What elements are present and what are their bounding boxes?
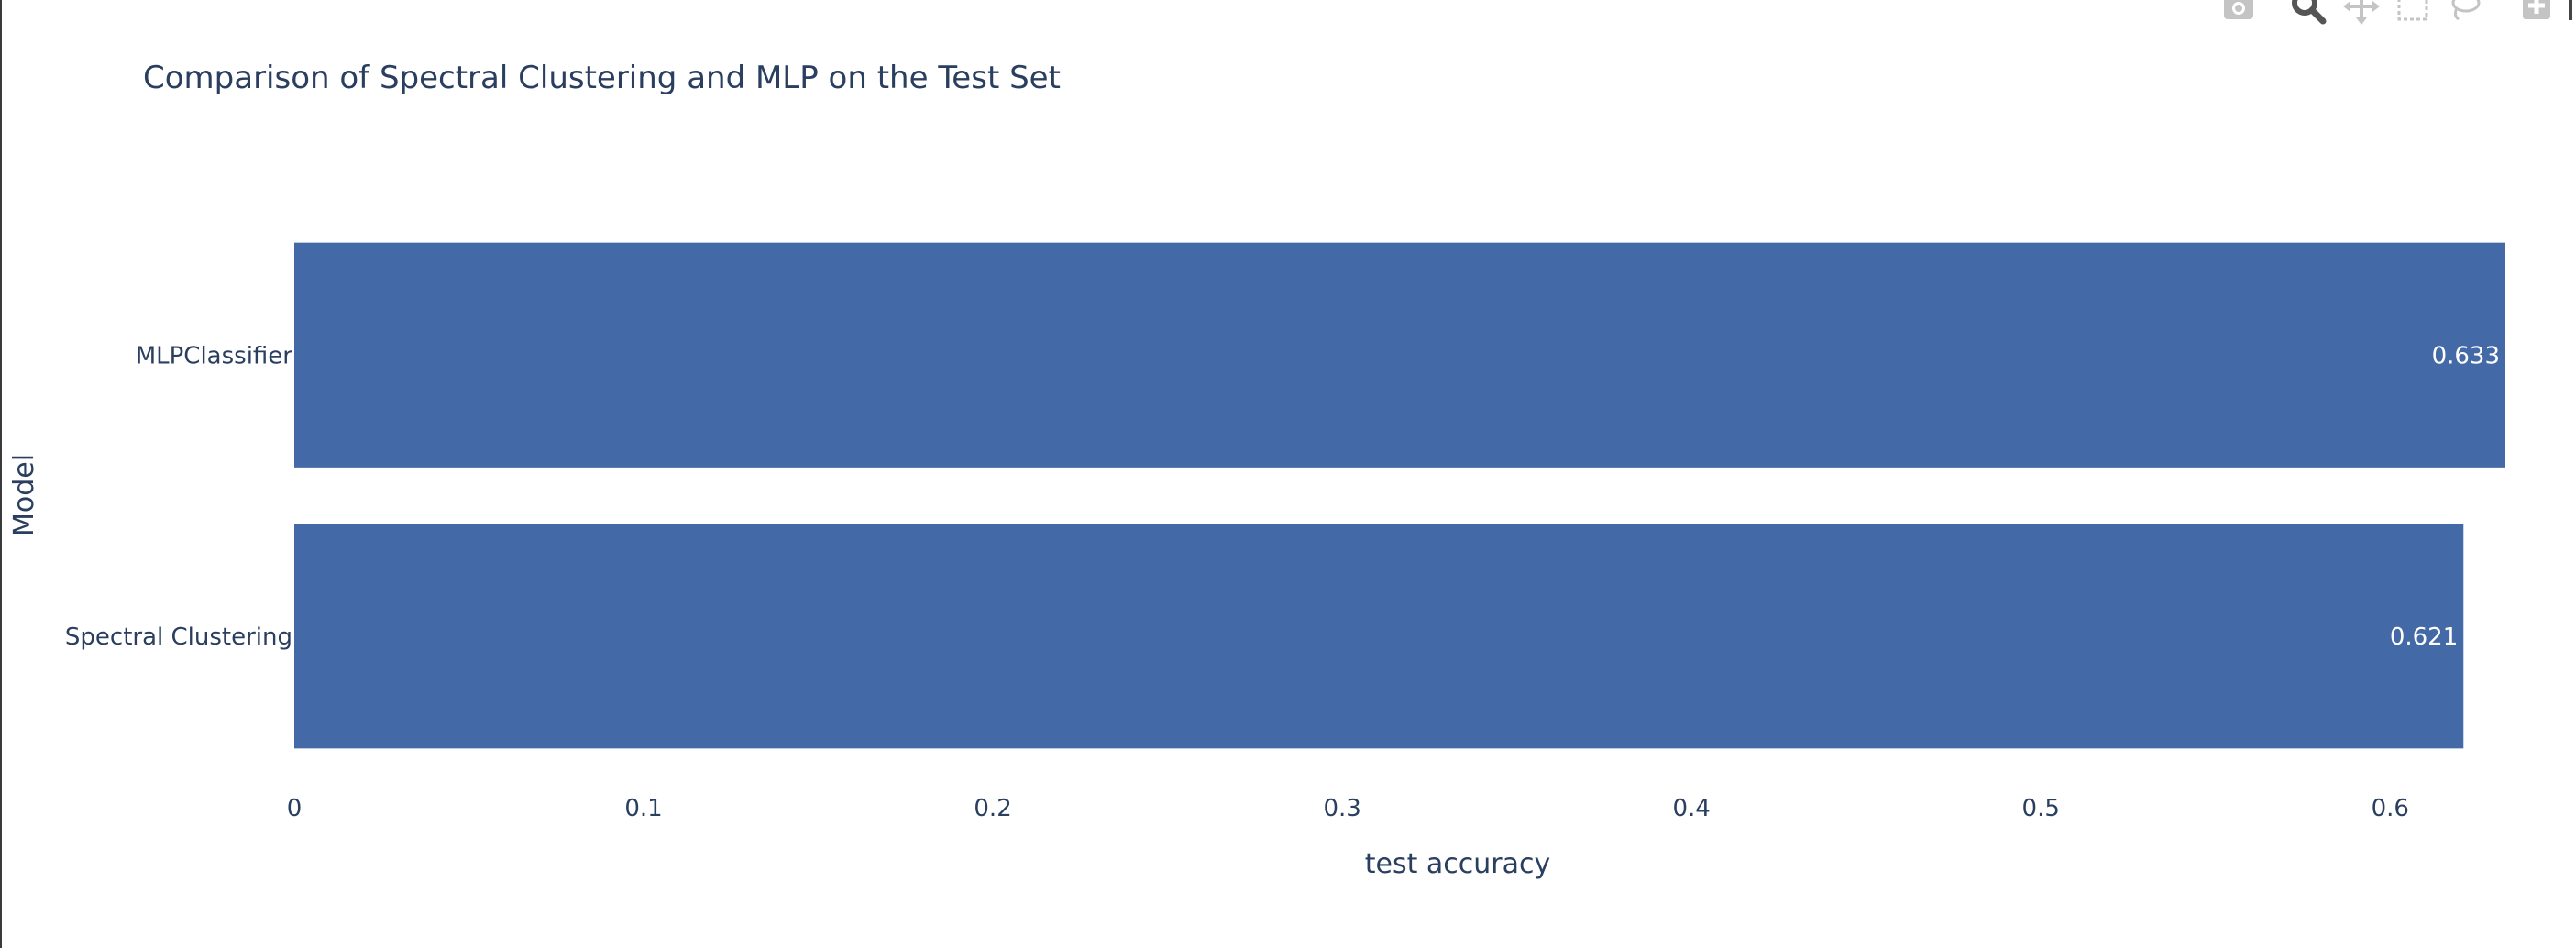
x-tick-label: 0.3 bbox=[1323, 795, 1360, 822]
x-tick-label: 0 bbox=[287, 795, 303, 822]
x-tick-label: 0.2 bbox=[974, 795, 1011, 822]
y-tick-label: Spectral Clustering bbox=[65, 623, 292, 651]
modebar-edge bbox=[2569, 0, 2572, 20]
camera-icon[interactable] bbox=[2218, 0, 2259, 22]
bar-spectral-clustering[interactable] bbox=[294, 524, 2464, 749]
bar-data-label: 0.633 bbox=[2432, 342, 2500, 369]
x-tick-label: 0.5 bbox=[2022, 795, 2060, 822]
y-tick-labels: MLPClassifier Spectral Clustering bbox=[65, 342, 292, 651]
box-select-icon[interactable] bbox=[2393, 0, 2433, 22]
bars-group bbox=[294, 242, 2505, 749]
bar-data-label: 0.621 bbox=[2390, 623, 2458, 651]
pan-icon[interactable] bbox=[2341, 0, 2382, 25]
x-tick-label: 0.1 bbox=[624, 795, 662, 822]
zoom-in-icon[interactable] bbox=[2517, 0, 2558, 22]
y-tick-label: MLPClassifier bbox=[136, 342, 293, 369]
x-tick-label: 0.6 bbox=[2372, 795, 2409, 822]
x-tick-labels: 0 0.1 0.2 0.3 0.4 0.5 0.6 bbox=[287, 795, 2409, 822]
x-axis-title: test accuracy bbox=[1365, 848, 1551, 880]
zoom-icon[interactable] bbox=[2288, 0, 2328, 25]
x-tick-label: 0.4 bbox=[1672, 795, 1710, 822]
bar-mlpclassifier[interactable] bbox=[294, 242, 2505, 468]
bar-data-labels: 0.633 0.621 bbox=[2390, 342, 2500, 651]
y-axis-title: Model bbox=[8, 454, 40, 536]
chart-title: Comparison of Spectral Clustering and ML… bbox=[143, 60, 1061, 96]
lasso-select-icon[interactable] bbox=[2444, 0, 2484, 22]
